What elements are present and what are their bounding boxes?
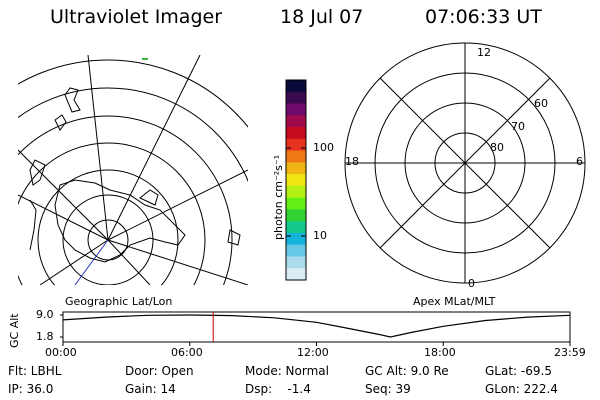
status-dsp: Dsp: -1.4 bbox=[245, 382, 311, 396]
app-title: Ultraviolet Imager bbox=[50, 6, 223, 28]
mlat-80-label: 80 bbox=[490, 141, 504, 154]
mlt-18-label: 18 bbox=[345, 155, 359, 168]
colorbar bbox=[286, 80, 306, 281]
altitude-ytick-high: 9.0 bbox=[36, 308, 54, 321]
polar-grid bbox=[344, 42, 586, 284]
colorbar-cell bbox=[286, 256, 306, 269]
apex-panel-label: Apex MLat/MLT bbox=[413, 295, 496, 308]
altitude-series-line bbox=[62, 314, 570, 338]
status-gain: Gain: 14 bbox=[125, 382, 176, 396]
time-label: 07:06:33 UT bbox=[425, 6, 542, 28]
colorbar-cell bbox=[286, 127, 306, 140]
map-green-mark bbox=[142, 58, 148, 60]
colorbar-cell bbox=[286, 244, 306, 257]
altitude-xtick-3: 18:00 bbox=[424, 346, 456, 359]
status-ip: IP: 36.0 bbox=[8, 382, 54, 396]
colorbar-cell bbox=[286, 138, 306, 152]
mlat-60-label: 60 bbox=[534, 97, 548, 110]
mlt-0-label: 0 bbox=[468, 277, 475, 290]
colorbar-tick-10: 10 bbox=[313, 229, 327, 242]
status-filter: Flt: LBHL bbox=[8, 364, 62, 378]
colorbar-cell bbox=[286, 268, 306, 281]
altitude-plot-frame bbox=[62, 311, 571, 343]
altitude-ylabel: GC Alt bbox=[8, 313, 21, 348]
colorbar-cell bbox=[286, 209, 306, 222]
status-glat: GLat: -69.5 bbox=[485, 364, 552, 378]
altitude-xtick-0: 00:00 bbox=[45, 346, 77, 359]
date-label: 18 Jul 07 bbox=[280, 6, 364, 28]
altitude-x-ticks bbox=[62, 342, 571, 346]
colorbar-cell bbox=[286, 221, 306, 234]
altitude-xtick-4: 23:59 bbox=[554, 346, 586, 359]
colorbar-cell bbox=[286, 150, 306, 163]
colorbar-cell bbox=[286, 103, 306, 116]
colorbar-cell bbox=[286, 115, 306, 128]
status-door: Door: Open bbox=[125, 364, 194, 378]
colorbar-cell bbox=[286, 162, 306, 175]
colorbar-cell bbox=[286, 174, 306, 187]
colorbar-cell bbox=[286, 185, 306, 199]
geographic-map bbox=[18, 55, 248, 285]
mlt-12-label: 12 bbox=[477, 46, 491, 59]
altitude-xtick-2: 12:00 bbox=[297, 346, 329, 359]
colorbar-frame bbox=[285, 79, 307, 281]
colorbar-cell bbox=[286, 232, 306, 246]
colorbar-unit-label: photon cm⁻²s⁻¹ bbox=[272, 154, 285, 240]
mlt-6-label: 6 bbox=[576, 155, 583, 168]
colorbar-cell bbox=[286, 91, 306, 105]
colorbar-cell bbox=[286, 80, 306, 93]
colorbar-cell bbox=[286, 197, 306, 210]
geographic-panel-label: Geographic Lat/Lon bbox=[65, 295, 173, 308]
mlat-70-label: 70 bbox=[511, 120, 525, 133]
status-mode: Mode: Normal bbox=[245, 364, 329, 378]
colorbar-tick-100: 100 bbox=[313, 141, 334, 154]
status-seq: Seq: 39 bbox=[365, 382, 411, 396]
antarctica-coastline bbox=[54, 179, 186, 263]
altitude-ytick-low: 1.8 bbox=[36, 330, 54, 343]
altitude-xtick-1: 06:00 bbox=[171, 346, 203, 359]
status-glon: GLon: 222.4 bbox=[485, 382, 558, 396]
status-gc-alt: GC Alt: 9.0 Re bbox=[365, 364, 449, 378]
